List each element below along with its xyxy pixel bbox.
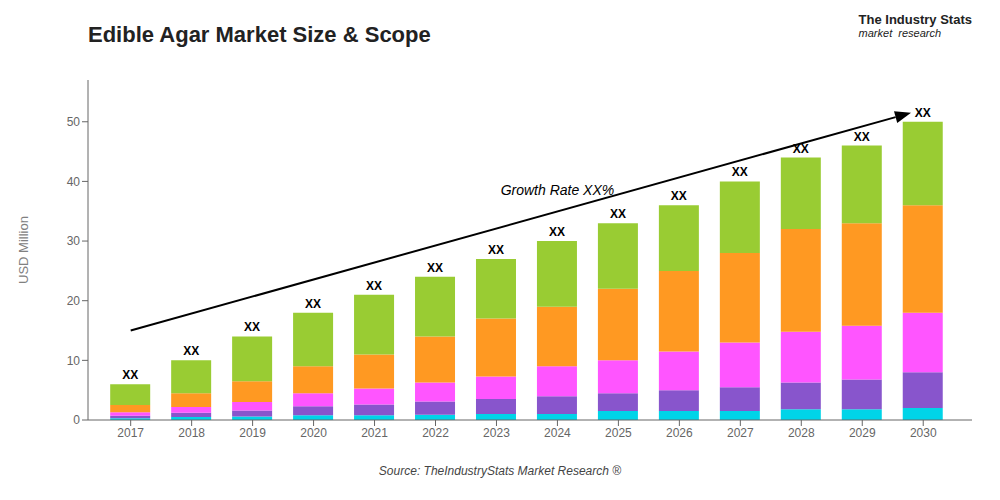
svg-text:XX: XX	[793, 142, 809, 156]
svg-text:Growth Rate XX%: Growth Rate XX%	[501, 182, 615, 198]
svg-text:XX: XX	[915, 106, 931, 120]
svg-text:USD Million: USD Million	[16, 216, 31, 284]
svg-text:50: 50	[67, 115, 81, 129]
svg-text:2020: 2020	[300, 426, 327, 440]
svg-text:XX: XX	[610, 207, 626, 221]
svg-text:2022: 2022	[422, 426, 449, 440]
svg-text:XX: XX	[854, 130, 870, 144]
svg-text:XX: XX	[671, 189, 687, 203]
svg-text:10: 10	[67, 354, 81, 368]
svg-text:XX: XX	[305, 297, 321, 311]
svg-text:2017: 2017	[117, 426, 144, 440]
svg-text:2021: 2021	[361, 426, 388, 440]
svg-text:XX: XX	[183, 344, 199, 358]
svg-text:XX: XX	[427, 261, 443, 275]
svg-text:30: 30	[67, 234, 81, 248]
svg-text:20: 20	[67, 294, 81, 308]
html-text:Source: TheIndustryStats Marke: Source: TheIndustryStats Market Research…	[378, 464, 622, 478]
svg-text:XX: XX	[366, 279, 382, 293]
svg-text:2030: 2030	[910, 426, 937, 440]
svg-text:40: 40	[67, 175, 81, 189]
svg-text:0: 0	[73, 413, 80, 427]
svg-text:XX: XX	[122, 368, 138, 382]
svg-text:XX: XX	[488, 243, 504, 257]
svg-text:XX: XX	[549, 225, 565, 239]
svg-text:2028: 2028	[788, 426, 815, 440]
svg-text:XX: XX	[244, 320, 260, 334]
svg-text:2019: 2019	[239, 426, 266, 440]
html-text:Edible Agar Market Size & Scop: Edible Agar Market Size & Scope	[88, 22, 431, 47]
svg-text:2025: 2025	[605, 426, 632, 440]
svg-text:2029: 2029	[849, 426, 876, 440]
svg-text:2024: 2024	[544, 426, 571, 440]
svg-text:2027: 2027	[727, 426, 754, 440]
svg-text:2018: 2018	[178, 426, 205, 440]
html-text:The Industry Stats: The Industry Stats	[858, 12, 972, 27]
svg-text:2026: 2026	[666, 426, 693, 440]
svg-text:XX: XX	[732, 165, 748, 179]
svg-text:2023: 2023	[483, 426, 510, 440]
html-text:market research: market research	[858, 27, 942, 39]
